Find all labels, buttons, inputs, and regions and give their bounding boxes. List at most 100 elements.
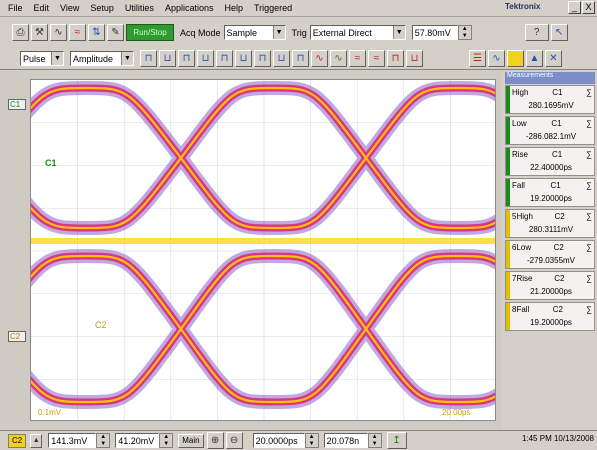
- measurement-type: Rise: [516, 274, 533, 283]
- meas-icon-2[interactable]: ⊔: [159, 50, 176, 67]
- menu-setup[interactable]: Setup: [90, 3, 114, 13]
- eye-diagram: [31, 80, 495, 420]
- meas-icon-4[interactable]: ⊔: [197, 50, 214, 67]
- measurement-item[interactable]: 8Fall C2 ∑ 19.20000ps: [505, 302, 595, 331]
- measurement-item[interactable]: Low C1 ∑ -286.082.1mV: [505, 116, 595, 145]
- stats-icon[interactable]: ∑: [586, 274, 592, 283]
- horizontal-position-spinner[interactable]: ▲ ▼: [367, 433, 382, 448]
- triangle-icon[interactable]: ▲: [526, 50, 543, 67]
- stats-icon[interactable]: ∑: [586, 305, 592, 314]
- trig-level-spinner[interactable]: ▲ ▼: [457, 25, 472, 40]
- meas-icon-9[interactable]: ⊓: [292, 50, 309, 67]
- channel-select[interactable]: C2: [8, 433, 27, 448]
- measurement-item[interactable]: 7Rise C2 ∑ 21.20000ps: [505, 271, 595, 300]
- menu-view[interactable]: View: [60, 3, 80, 13]
- menu-lines-icon[interactable]: ☰: [469, 50, 486, 67]
- menu-edit[interactable]: Edit: [33, 3, 50, 13]
- vertical-offset-spinner[interactable]: ▲ ▼: [159, 433, 174, 448]
- meas-icon-1[interactable]: ⊓: [140, 50, 157, 67]
- stats-icon[interactable]: ∑: [586, 212, 592, 221]
- measurement-channel: C2: [553, 243, 564, 252]
- chevron-down-icon: ▼: [392, 26, 405, 39]
- channel2-marker[interactable]: C2: [8, 331, 26, 342]
- trigger-channel-icon[interactable]: ↥: [386, 432, 407, 449]
- chevron-up-icon[interactable]: ▲: [30, 433, 43, 448]
- zoom-in-icon[interactable]: ⊕: [206, 432, 224, 449]
- close-button[interactable]: X: [582, 1, 595, 14]
- eye-channel1: [31, 80, 495, 236]
- main-timebase-button[interactable]: Main: [178, 433, 204, 448]
- measurement-item[interactable]: 5High C2 ∑ 280.3111mV: [505, 209, 595, 238]
- measurement-item[interactable]: 6Low C2 ∑ -279.0355mV: [505, 240, 595, 269]
- meas-icon-5[interactable]: ⊓: [216, 50, 233, 67]
- trig-level-input[interactable]: 57.80mV: [411, 25, 458, 40]
- waveform-icon[interactable]: ∿: [50, 24, 67, 41]
- meas-icon-7[interactable]: ⊓: [254, 50, 271, 67]
- measurement-type: Rise: [512, 150, 529, 159]
- channel1-marker[interactable]: C1: [8, 99, 26, 110]
- waveform-graticule[interactable]: [30, 79, 496, 421]
- run-stop-button[interactable]: Run/Stop: [126, 24, 174, 41]
- measurement-name: 6Low: [512, 243, 531, 252]
- help-icon[interactable]: ?: [524, 24, 549, 41]
- meas-icon-6[interactable]: ⊔: [235, 50, 252, 67]
- meas-icon-15[interactable]: ⊔: [406, 50, 423, 67]
- measurement-item[interactable]: High C1 ∑ 280.1695mV: [505, 85, 595, 114]
- measurement-name: Fall: [512, 181, 525, 190]
- menu-file[interactable]: File: [8, 3, 23, 13]
- menu-utilities[interactable]: Utilities: [124, 3, 154, 13]
- stats-icon[interactable]: ∑: [586, 150, 592, 159]
- vertical-scale-input[interactable]: 141.3mV: [48, 433, 97, 448]
- menu-help[interactable]: Help: [224, 3, 243, 13]
- meas-category-select[interactable]: Pulse ▼: [20, 51, 64, 66]
- measurement-index: 6: [512, 243, 517, 252]
- measurement-type: High: [516, 212, 533, 221]
- zoom-out-icon[interactable]: ⊖: [225, 432, 243, 449]
- horizontal-scale-spinner[interactable]: ▲ ▼: [304, 433, 319, 448]
- measurement-item[interactable]: Rise C1 ∑ 22.40000ps: [505, 147, 595, 176]
- menu-bar: File Edit View Setup Utilities Applicati…: [0, 0, 597, 17]
- acq-mode-select[interactable]: Sample ▼: [223, 25, 286, 40]
- measurement-value: 19.20000ps: [530, 318, 572, 327]
- vertical-offset-input[interactable]: 41.20mV: [115, 433, 160, 448]
- stats-icon[interactable]: ∑: [586, 243, 592, 252]
- cursor-icon[interactable]: ↖: [550, 24, 568, 41]
- print-icon[interactable]: ⎙: [12, 24, 29, 41]
- autoset-icon[interactable]: ⇅: [88, 24, 105, 41]
- stats-icon[interactable]: ∑: [586, 88, 592, 97]
- meas-type-value: Amplitude: [73, 53, 114, 64]
- yellow-view-icon[interactable]: [507, 50, 524, 67]
- horizontal-position-input[interactable]: 20.078n: [323, 433, 368, 448]
- horizontal-scale-input[interactable]: 20.0000ps: [252, 433, 305, 448]
- chevron-down-icon: ▼: [51, 52, 63, 65]
- measurement-color-bar: [506, 272, 510, 299]
- menu-applications[interactable]: Applications: [164, 3, 214, 13]
- meas-icon-12[interactable]: ≈: [349, 50, 366, 67]
- pencil-icon[interactable]: ✎: [107, 24, 124, 41]
- tools-icon[interactable]: ⚒: [31, 24, 48, 41]
- measurement-name: Rise: [512, 150, 528, 159]
- stats-icon[interactable]: ∑: [586, 181, 592, 190]
- channel-separator-band: [31, 238, 495, 244]
- meas-icon-13[interactable]: ≈: [368, 50, 385, 67]
- meas-icon-14[interactable]: ⊓: [387, 50, 404, 67]
- meas-icon-10[interactable]: ∿: [311, 50, 328, 67]
- clock-readout: 1:45 PM 10/13/2008: [521, 434, 594, 443]
- meas-type-select[interactable]: Amplitude ▼: [70, 51, 134, 66]
- measurement-name: 5High: [512, 212, 533, 221]
- trig-source-select[interactable]: External Direct ▼: [309, 25, 406, 40]
- measurement-toolbar: Pulse ▼ Amplitude ▼ ⊓ ⊔ ⊓ ⊔ ⊓ ⊔ ⊓ ⊔ ⊓ ∿ …: [0, 48, 597, 70]
- measurement-type: Fall: [516, 305, 530, 314]
- persistence-icon[interactable]: ≈: [69, 24, 86, 41]
- meas-icon-11[interactable]: ∿: [330, 50, 347, 67]
- vertical-scale-spinner[interactable]: ▲ ▼: [96, 433, 111, 448]
- wave-view-icon[interactable]: ∿: [488, 50, 505, 67]
- minimize-button[interactable]: _: [568, 1, 581, 14]
- measurement-color-bar: [506, 86, 510, 113]
- measurement-list: High C1 ∑ 280.1695mV Low C1 ∑ -286.082.1mV Rise C…: [503, 85, 597, 331]
- close-panel-icon[interactable]: ✕: [545, 50, 562, 67]
- measurement-item[interactable]: Fall C1 ∑ 19.20000ps: [505, 178, 595, 207]
- meas-icon-8[interactable]: ⊔: [273, 50, 290, 67]
- stats-icon[interactable]: ∑: [586, 119, 592, 128]
- meas-icon-3[interactable]: ⊓: [178, 50, 195, 67]
